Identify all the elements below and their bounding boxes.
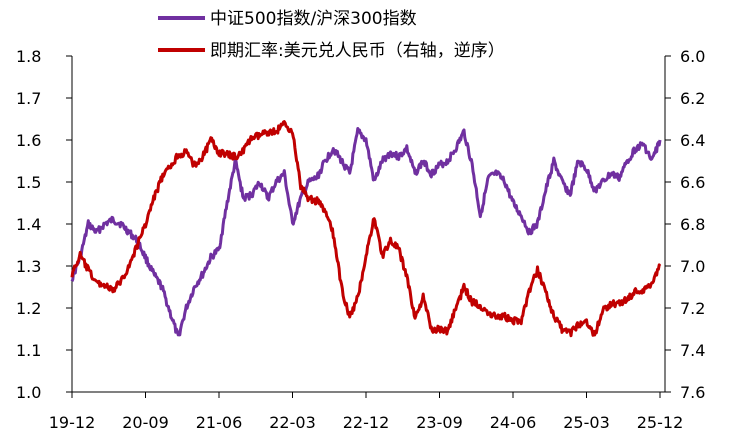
right-tick-label: 7.4 <box>680 341 705 360</box>
legend-label-fx: 即期汇率:美元兑人民币（右轴，逆序） <box>210 41 505 61</box>
right-tick-label: 6.8 <box>680 215 705 234</box>
right-axis-ticks: 6.0 6.2 6.4 6.6 6.8 7.0 7.2 7.4 7.6 <box>665 47 705 402</box>
right-tick-label: 6.0 <box>680 47 705 66</box>
right-tick-label: 7.0 <box>680 257 705 276</box>
left-tick-label: 1.2 <box>16 299 41 318</box>
left-tick-label: 1.6 <box>16 131 41 150</box>
series-layer <box>70 120 662 338</box>
left-tick-label: 1.1 <box>16 341 41 360</box>
x-tick-label: 20-09 <box>122 413 169 432</box>
left-axis-ticks: 1.0 1.1 1.2 1.3 1.4 1.5 1.6 1.7 1.8 <box>16 47 72 402</box>
left-tick-label: 1.7 <box>16 89 41 108</box>
left-tick-label: 1.8 <box>16 47 41 66</box>
x-tick-label: 19-12 <box>49 413 96 432</box>
x-tick-label: 21-06 <box>196 413 243 432</box>
left-tick-label: 1.0 <box>16 383 41 402</box>
x-tick-label: 23-09 <box>416 413 463 432</box>
x-tick-label: 22-03 <box>269 413 316 432</box>
legend-label-ratio: 中证500指数/沪深300指数 <box>210 9 417 29</box>
left-tick-label: 1.3 <box>16 257 41 276</box>
right-tick-label: 7.6 <box>680 383 705 402</box>
x-axis-ticks: 19-12 20-09 21-06 22-03 22-12 23-09 24-06 25-03… <box>49 392 684 432</box>
right-tick-label: 6.6 <box>680 173 705 192</box>
legend: 中证500指数/沪深300指数 即期汇率:美元兑人民币（右轴，逆序） <box>158 9 505 61</box>
right-tick-label: 6.4 <box>680 131 705 150</box>
right-tick-label: 7.2 <box>680 299 705 318</box>
left-tick-label: 1.4 <box>16 215 41 234</box>
axes <box>71 56 666 393</box>
x-tick-label: 22-12 <box>343 413 390 432</box>
left-tick-label: 1.5 <box>16 173 41 192</box>
x-tick-label: 24-06 <box>490 413 537 432</box>
series-line-fx <box>70 120 662 338</box>
x-tick-label: 25-03 <box>563 413 610 432</box>
right-tick-label: 6.2 <box>680 89 705 108</box>
x-tick-label: 25-12 <box>637 413 684 432</box>
series-line-ratio <box>70 127 662 337</box>
